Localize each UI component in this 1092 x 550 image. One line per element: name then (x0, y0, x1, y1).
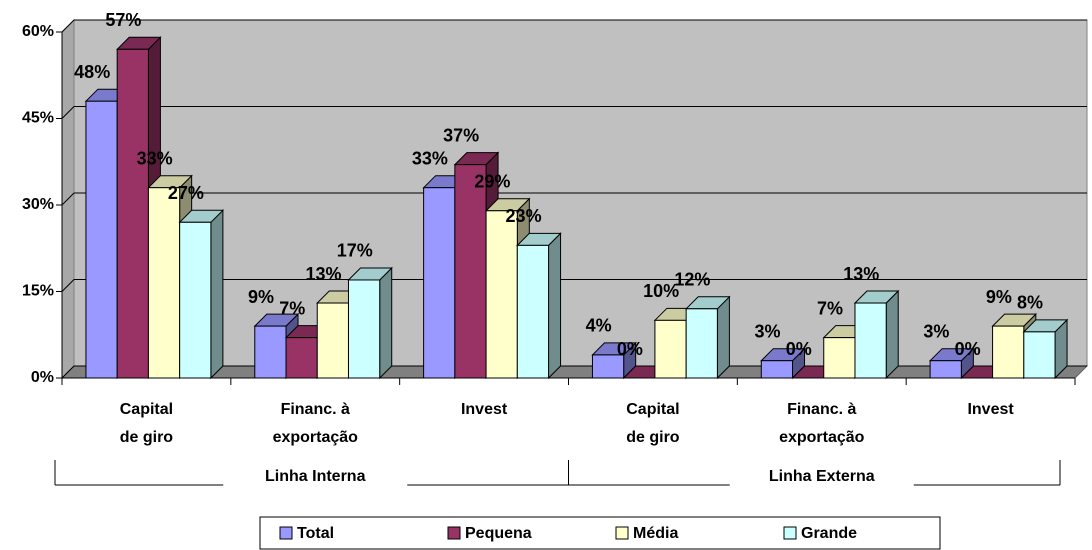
value-label: 48% (74, 62, 110, 82)
grid-line (61, 106, 1087, 119)
value-label: 9% (248, 287, 274, 307)
y-tick-label: 45% (22, 110, 54, 127)
legend-label: Pequena (465, 525, 532, 542)
bar (285, 337, 318, 379)
y-tick-label: 60% (22, 23, 54, 40)
legend-swatch (615, 526, 629, 540)
x-tick-label: exportação (779, 429, 865, 446)
value-label: 3% (923, 321, 949, 341)
x-tick-label: Financ. à (787, 401, 856, 418)
legend-label: Grande (801, 525, 857, 542)
value-label: 8% (1017, 293, 1043, 313)
bar (316, 302, 349, 379)
bar-side (210, 209, 224, 380)
value-label: 27% (168, 183, 204, 203)
bar (423, 187, 456, 379)
x-tick-label: Capital (626, 401, 679, 418)
bar-side (716, 295, 730, 380)
value-label: 0% (617, 339, 643, 359)
value-label: 0% (955, 339, 981, 359)
bar-side (379, 266, 393, 380)
bar (116, 48, 149, 379)
group-label: Linha Externa (769, 468, 875, 485)
legend-swatch (783, 526, 797, 540)
value-label: 33% (137, 148, 173, 168)
bar (654, 319, 687, 379)
x-tick-label: de giro (626, 429, 680, 446)
bar-side (548, 232, 562, 380)
legend-box (259, 516, 941, 550)
bar (685, 308, 718, 379)
legend-swatch (447, 526, 461, 540)
value-label: 13% (305, 264, 341, 284)
bar (1023, 331, 1056, 379)
value-label: 0% (786, 339, 812, 359)
legend-swatch (279, 526, 293, 540)
grid-line (61, 19, 1087, 33)
value-label: 37% (443, 125, 479, 145)
value-label: 17% (337, 241, 373, 261)
value-label: 7% (817, 298, 843, 318)
value-label: 10% (643, 281, 679, 301)
y-tick-label: 0% (31, 369, 54, 386)
bar (485, 210, 518, 379)
bar-side (885, 289, 899, 380)
value-label: 7% (279, 298, 305, 318)
x-tick-label: exportação (273, 429, 359, 446)
bar (454, 164, 487, 379)
grid-line (61, 192, 1087, 206)
value-label: 3% (755, 321, 781, 341)
legend-label: Total (297, 525, 334, 542)
bar (929, 360, 962, 379)
bar (179, 221, 212, 379)
value-label: 12% (674, 270, 710, 290)
value-label: 4% (586, 316, 612, 336)
bar (85, 100, 118, 379)
bar (147, 187, 181, 379)
bar (516, 244, 550, 379)
value-label: 57% (105, 10, 141, 30)
bar (760, 360, 794, 379)
x-tick-label: Capital (120, 401, 173, 418)
x-tick-label: Invest (967, 401, 1014, 418)
x-tick-label: de giro (120, 429, 174, 446)
grid-line (61, 365, 1087, 379)
bar (254, 325, 287, 379)
value-label: 23% (506, 206, 542, 226)
value-label: 33% (412, 148, 448, 168)
bar (347, 279, 381, 379)
y-tick-label: 15% (22, 283, 54, 300)
x-tick-label: Invest (461, 401, 508, 418)
bar (591, 354, 625, 379)
group-label: Linha Interna (265, 468, 366, 485)
value-label: 29% (474, 172, 510, 192)
bar (992, 325, 1025, 379)
value-label: 13% (843, 264, 879, 284)
y-tick-label: 30% (22, 196, 54, 213)
legend-label: Média (633, 525, 678, 542)
value-label: 9% (986, 287, 1012, 307)
bar (823, 337, 856, 379)
grid-line (61, 279, 1087, 292)
bar (854, 302, 887, 379)
x-tick-label: Financ. à (281, 401, 350, 418)
